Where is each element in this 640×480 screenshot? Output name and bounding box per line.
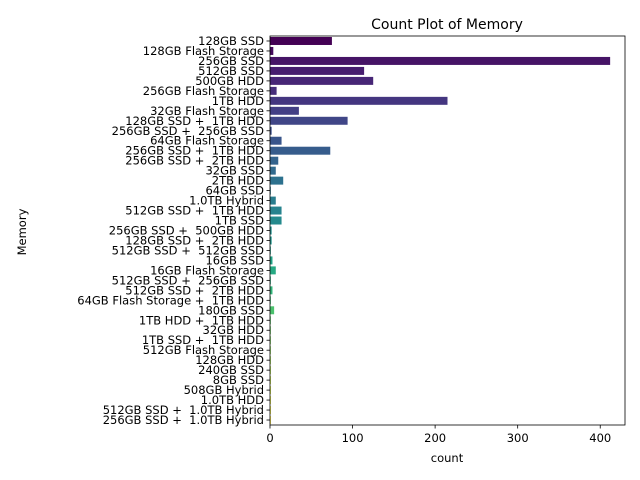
y-tick-label: 508GB Hybrid <box>184 383 264 397</box>
y-tick-label: 64GB Flash Storage <box>150 134 264 148</box>
y-tick-label: 256GB Flash Storage <box>143 84 264 98</box>
y-tick-label: 2TB HDD <box>212 174 264 188</box>
bar <box>270 336 271 345</box>
bar <box>270 126 272 135</box>
bar <box>270 406 271 415</box>
bar <box>270 226 272 235</box>
bar <box>270 146 331 155</box>
bar <box>270 216 282 225</box>
bar <box>270 86 277 95</box>
y-axis-title: Memory <box>15 208 29 255</box>
y-tick-label: 64GB SSD <box>205 184 264 198</box>
x-tick-label: 200 <box>424 431 446 445</box>
x-axis-title: count <box>431 451 464 465</box>
bar <box>270 36 332 45</box>
bar <box>270 56 611 65</box>
y-tick-label: 512GB SSD + 1TB HDD <box>125 204 264 218</box>
y-tick-label: 32GB HDD <box>203 323 265 337</box>
bar <box>270 326 271 335</box>
y-tick-label: 512GB Flash Storage <box>143 343 264 357</box>
bar <box>270 196 276 205</box>
y-tick-label: 128GB HDD <box>195 353 264 367</box>
y-tick-label: 1TB HDD <box>212 94 264 108</box>
x-tick-label: 0 <box>266 431 273 445</box>
y-tick-label: 180GB SSD <box>198 303 264 317</box>
y-tick-label: 256GB SSD <box>198 54 264 68</box>
chart-title: Count Plot of Memory <box>371 17 523 33</box>
bar <box>270 366 271 375</box>
y-tick-label: 256GB SSD + 1TB HDD <box>125 144 264 158</box>
plot-frame <box>269 35 626 426</box>
bar <box>270 46 274 55</box>
x-ticks: 0 100 200 300 400 <box>266 425 611 445</box>
y-tick-label: 32GB Flash Storage <box>150 104 264 118</box>
y-tick-label: 1TB HDD + 1TB HDD <box>139 313 264 327</box>
bar <box>270 136 282 145</box>
y-tick-label: 256GB SSD + 256GB SSD <box>112 124 264 138</box>
y-tick-label: 1TB SSD <box>215 214 264 228</box>
y-tick-label: 512GB SSD + 512GB SSD <box>112 243 264 257</box>
bars-group <box>270 36 611 425</box>
bar <box>270 206 282 215</box>
y-tick-label: 16GB Flash Storage <box>150 263 264 277</box>
y-tick-label: 256GB SSD + 1.0TB Hybrid <box>103 413 264 427</box>
bar <box>270 316 271 325</box>
y-tick-label: 64GB Flash Storage + 1TB HDD <box>77 293 264 307</box>
bar <box>270 266 276 275</box>
bar <box>270 346 271 355</box>
bar <box>270 236 272 245</box>
bar <box>270 156 279 165</box>
y-tick-label: 1TB SSD + 1TB HDD <box>142 333 264 347</box>
y-tick-label: 256GB SSD + 500GB HDD <box>109 224 264 238</box>
y-tick-label: 512GB SSD + 2TB HDD <box>125 283 264 297</box>
y-tick-label: 1.0TB Hybrid <box>189 194 264 208</box>
y-tick-label: 128GB Flash Storage <box>143 44 264 58</box>
y-tick-label: 500GB HDD <box>195 74 264 88</box>
bar <box>270 376 271 385</box>
y-tick-label: 240GB SSD <box>198 363 264 377</box>
y-tick-label: 256GB SSD + 2TB HDD <box>125 154 264 168</box>
y-tick-label: 32GB SSD <box>205 164 264 178</box>
x-tick-label: 300 <box>507 431 529 445</box>
y-tick-label: 128GB SSD <box>198 34 264 48</box>
bar <box>270 96 448 105</box>
bar <box>270 356 271 365</box>
y-tick-label: 8GB SSD <box>213 373 264 387</box>
bar <box>270 166 276 175</box>
y-tick-label: 1.0TB HDD <box>201 393 264 407</box>
bar <box>270 66 365 75</box>
y-tick-label: 512GB SSD + 256GB SSD <box>112 273 264 287</box>
bar <box>270 186 271 195</box>
y-tick-label: 512GB SSD <box>198 64 264 78</box>
bar <box>270 176 284 185</box>
bar <box>270 76 374 85</box>
x-tick-label: 100 <box>342 431 364 445</box>
y-tick-label: 128GB SSD + 1TB HDD <box>125 114 264 128</box>
bar <box>270 396 271 405</box>
bar <box>270 106 299 115</box>
y-tick-label: 128GB SSD + 2TB HDD <box>125 233 264 247</box>
bar <box>270 246 271 255</box>
x-tick-label: 400 <box>589 431 611 445</box>
bar <box>270 296 271 305</box>
bar <box>270 386 271 395</box>
bar <box>270 256 273 265</box>
bar <box>270 286 273 295</box>
bar <box>270 416 271 425</box>
y-tick-label: 512GB SSD + 1.0TB Hybrid <box>103 403 264 417</box>
bar <box>270 116 348 125</box>
bar <box>270 306 275 315</box>
bar <box>270 276 271 285</box>
y-tick-label: 16GB SSD <box>205 253 264 267</box>
